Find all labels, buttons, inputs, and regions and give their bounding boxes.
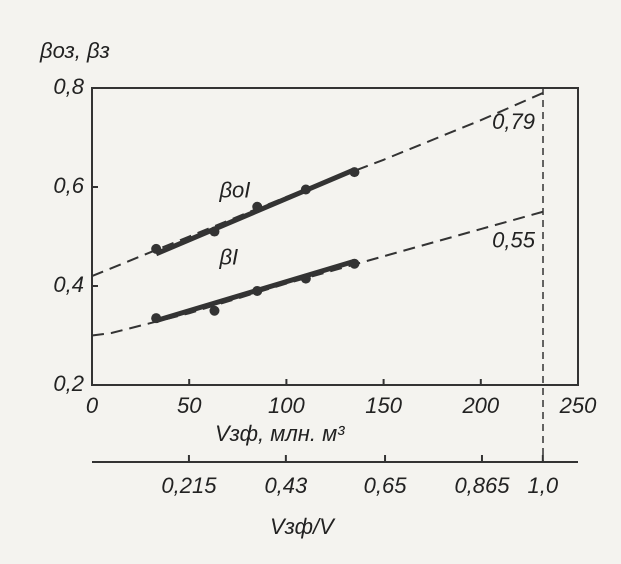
x2-tick-label: 0,65 — [364, 473, 408, 498]
x-tick-label: 200 — [461, 393, 499, 418]
point — [209, 226, 220, 237]
point — [252, 201, 263, 212]
x2-tick-label: 0,43 — [264, 473, 308, 498]
point — [300, 273, 311, 284]
y-tick-label: 0,4 — [53, 272, 84, 297]
point — [151, 243, 162, 254]
x-tick-label: 250 — [559, 393, 597, 418]
point — [349, 258, 360, 269]
end-label: 0,55 — [492, 228, 536, 253]
point — [349, 167, 360, 178]
series-label: βI — [218, 244, 238, 269]
x2-tick-label: 1,0 — [528, 473, 559, 498]
x2-axis-label: Vзф/V — [270, 514, 336, 539]
end-label: 0,79 — [492, 109, 535, 134]
series-label: βоI — [218, 178, 250, 203]
x-tick-label: 150 — [365, 393, 402, 418]
x2-tick-label: 0,865 — [454, 473, 510, 498]
point — [300, 184, 311, 195]
fit-line — [155, 167, 356, 257]
point — [252, 285, 263, 296]
y-tick-label: 0,8 — [53, 74, 84, 99]
point — [151, 313, 162, 324]
x-tick-label: 100 — [268, 393, 305, 418]
x-tick-label: 50 — [177, 393, 202, 418]
point — [209, 305, 220, 316]
x2-tick-label: 0,215 — [161, 473, 217, 498]
y-axis-label: βоз, βз — [39, 38, 110, 63]
y-tick-label: 0,6 — [53, 173, 84, 198]
trend-line — [91, 92, 544, 278]
x-axis-label: Vзф, млн. м³ — [215, 421, 345, 446]
plot-frame — [91, 87, 579, 386]
x-tick-label: 0 — [86, 393, 99, 418]
y-tick-label: 0,2 — [53, 371, 84, 396]
